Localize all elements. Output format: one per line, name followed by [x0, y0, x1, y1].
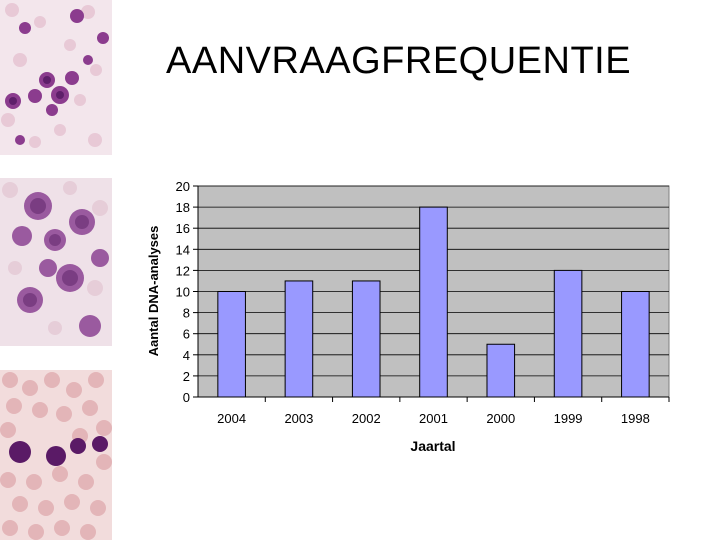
y-tick-label: 14 [176, 242, 190, 257]
bar-2000 [486, 343, 516, 398]
y-tick-label: 6 [183, 327, 190, 342]
x-tick-label: 1999 [554, 411, 583, 426]
x-tick-label: 2001 [419, 411, 448, 426]
x-tick-label: 2004 [217, 411, 246, 426]
y-tick-label: 10 [176, 285, 190, 300]
y-tick-label: 8 [183, 306, 190, 321]
slide-title: AANVRAAGFREQUENTIE [166, 40, 632, 82]
bar-chart: 0 2 4 6 8 10 12 14 16 18 20 2004 2003 2002 2001 2000 199… [146, 179, 670, 454]
y-tick-label: 18 [176, 200, 190, 215]
bar-2004 [217, 291, 246, 398]
x-tick-label: 2002 [352, 411, 381, 426]
side-image-strip [0, 0, 112, 540]
y-tick-label: 4 [183, 348, 190, 363]
x-tick-label: 2000 [486, 411, 515, 426]
x-axis-title: Jaartal [410, 438, 455, 454]
y-tick-label: 16 [176, 221, 190, 236]
bar-2002 [351, 280, 381, 398]
y-tick-label: 12 [176, 263, 190, 278]
bone-marrow-smear-image [0, 0, 112, 155]
y-tick-label: 0 [183, 390, 190, 405]
y-axis-title: Aantal DNA-analyses [146, 226, 161, 357]
blood-smear-image [0, 370, 112, 540]
y-tick-label: 20 [176, 179, 190, 194]
y-tick-label: 2 [183, 369, 190, 384]
bar-1998 [621, 291, 650, 398]
blast-cells-smear-image [0, 178, 112, 346]
bar-1999 [553, 269, 583, 398]
x-tick-label: 1998 [621, 411, 650, 426]
x-tick-label: 2003 [284, 411, 313, 426]
bar-2003 [284, 280, 314, 398]
bar-2001 [419, 206, 448, 398]
